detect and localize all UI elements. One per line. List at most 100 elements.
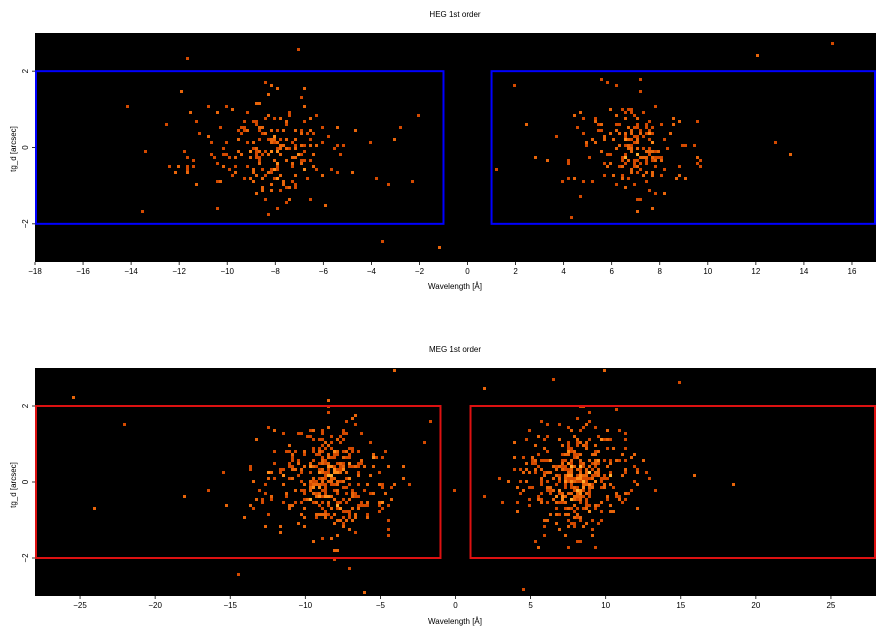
event-pixel — [252, 141, 255, 144]
event-pixel — [336, 171, 339, 174]
event-pixel — [603, 474, 606, 477]
event-pixel — [636, 147, 639, 150]
event-pixel — [573, 465, 576, 468]
event-pixel — [546, 519, 549, 522]
event-pixel — [354, 516, 357, 519]
event-pixel — [243, 177, 246, 180]
event-pixel — [570, 450, 573, 453]
event-pixel — [270, 189, 273, 192]
event-pixel — [606, 465, 609, 468]
event-pixel — [528, 498, 531, 501]
event-pixel — [303, 168, 306, 171]
event-pixel — [330, 465, 333, 468]
event-pixel — [282, 129, 285, 132]
event-pixel — [294, 501, 297, 504]
event-pixel — [333, 456, 336, 459]
event-pixel — [639, 90, 642, 93]
event-pixel — [228, 168, 231, 171]
event-pixel — [327, 504, 330, 507]
meg-extraction-regions — [35, 405, 876, 559]
event-pixel — [219, 126, 222, 129]
event-pixel — [354, 414, 357, 417]
heg-title: HEG 1st order — [429, 10, 480, 19]
event-pixel — [531, 462, 534, 465]
event-pixel — [621, 501, 624, 504]
event-pixel — [633, 162, 636, 165]
event-pixel — [264, 174, 267, 177]
event-pixel — [519, 492, 522, 495]
event-pixel — [534, 540, 537, 543]
event-pixel — [309, 483, 312, 486]
event-pixel — [372, 465, 375, 468]
event-pixel — [630, 489, 633, 492]
event-pixel — [342, 510, 345, 513]
event-pixel — [207, 489, 210, 492]
event-pixel — [255, 102, 258, 105]
event-pixel — [255, 156, 258, 159]
event-pixel — [321, 489, 324, 492]
event-pixel — [252, 147, 255, 150]
event-pixel — [363, 504, 366, 507]
x-tick-label: 14 — [799, 267, 808, 276]
event-pixel — [561, 444, 564, 447]
event-pixel — [567, 480, 570, 483]
event-pixel — [375, 456, 378, 459]
event-pixel — [336, 504, 339, 507]
event-pixel — [558, 438, 561, 441]
event-pixel — [354, 495, 357, 498]
event-pixel — [279, 189, 282, 192]
event-pixel — [570, 429, 573, 432]
event-pixel — [633, 183, 636, 186]
x-tick-label: 5 — [528, 601, 533, 610]
event-pixel — [252, 171, 255, 174]
event-pixel — [651, 132, 654, 135]
event-pixel — [612, 486, 615, 489]
event-pixel — [240, 153, 243, 156]
event-pixel — [582, 474, 585, 477]
event-pixel — [393, 369, 396, 372]
event-pixel — [624, 138, 627, 141]
event-pixel — [300, 153, 303, 156]
event-pixel — [348, 498, 351, 501]
event-pixel — [282, 432, 285, 435]
event-pixel — [543, 438, 546, 441]
event-pixel — [276, 165, 279, 168]
event-pixel — [321, 537, 324, 540]
event-pixel — [594, 120, 597, 123]
event-pixel — [351, 450, 354, 453]
event-pixel — [600, 480, 603, 483]
event-pixel — [609, 504, 612, 507]
event-pixel — [165, 123, 168, 126]
event-pixel — [381, 507, 384, 510]
event-pixel — [327, 453, 330, 456]
event-pixel — [249, 156, 252, 159]
event-pixel — [333, 522, 336, 525]
event-pixel — [564, 474, 567, 477]
event-pixel — [387, 534, 390, 537]
event-pixel — [591, 180, 594, 183]
event-pixel — [501, 501, 504, 504]
event-pixel — [273, 159, 276, 162]
heg-plot-area — [35, 33, 876, 262]
event-pixel — [684, 177, 687, 180]
event-pixel — [522, 456, 525, 459]
event-pixel — [336, 492, 339, 495]
event-pixel — [303, 489, 306, 492]
event-pixel — [582, 507, 585, 510]
event-pixel — [555, 501, 558, 504]
event-pixel — [651, 126, 654, 129]
event-pixel — [288, 477, 291, 480]
event-pixel — [594, 453, 597, 456]
event-pixel — [549, 459, 552, 462]
event-pixel — [282, 180, 285, 183]
event-pixel — [342, 468, 345, 471]
event-pixel — [258, 129, 261, 132]
event-pixel — [315, 516, 318, 519]
event-pixel — [624, 492, 627, 495]
event-pixel — [624, 153, 627, 156]
event-pixel — [321, 471, 324, 474]
event-pixel — [291, 165, 294, 168]
event-pixel — [321, 477, 324, 480]
event-pixel — [597, 471, 600, 474]
event-pixel — [333, 489, 336, 492]
